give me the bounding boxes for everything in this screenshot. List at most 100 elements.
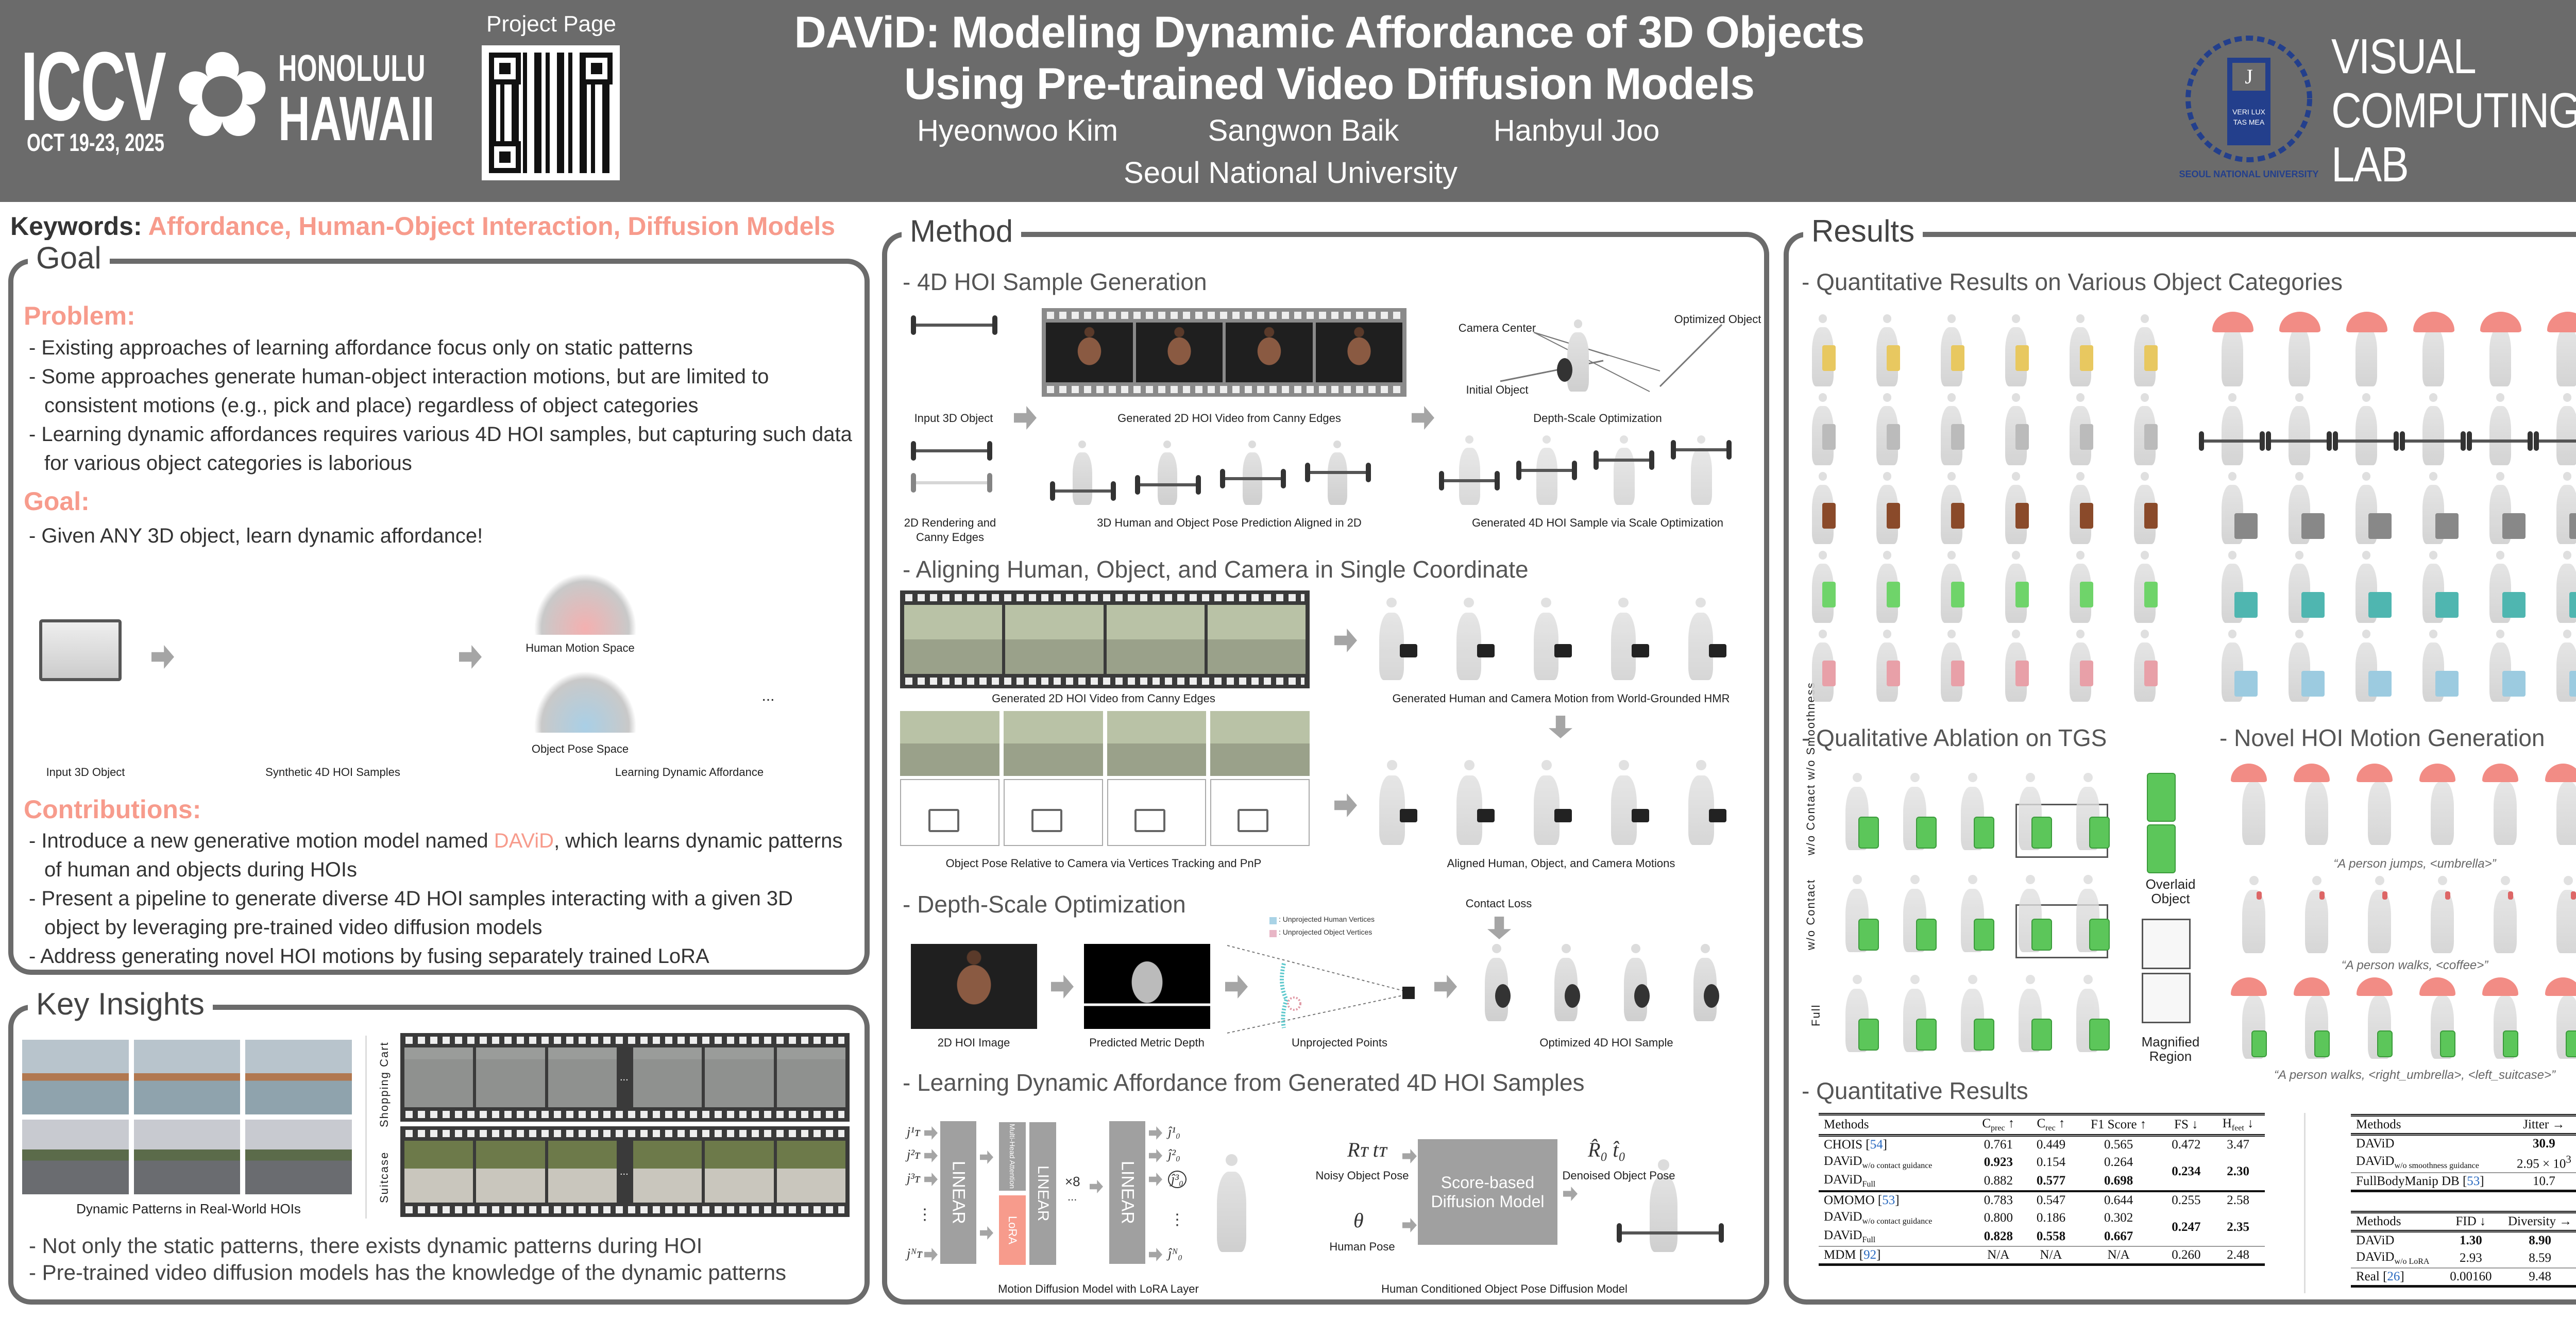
coffee-cup — [2257, 891, 2262, 900]
video-frame — [1005, 605, 1104, 674]
method-name: DAViDFull — [1824, 1173, 1876, 1189]
column-header: FID ↓ — [2455, 1214, 2486, 1228]
table-cell: 0.449 — [2036, 1138, 2066, 1152]
ablation-row-label: w/o Contact w/o Smoothness — [1804, 682, 1817, 855]
video-frame — [404, 1141, 473, 1203]
tracked-frames — [900, 711, 1310, 776]
object — [1822, 345, 1836, 371]
repeat-label: ×8 — [1065, 1174, 1080, 1189]
table-row: DAViDw/o contact guidance 0.923 0.154 0.264… — [1819, 1153, 2265, 1178]
object — [2015, 345, 2029, 371]
suitcase — [2089, 919, 2110, 951]
video-label: Generated 2D HOI Video from Canny Edges — [1117, 412, 1341, 425]
project-page-label: Project Page — [486, 11, 616, 37]
divider — [365, 1036, 367, 1219]
video-frame — [633, 1047, 702, 1107]
video-frame — [776, 1047, 845, 1107]
human-motion-space-plot — [534, 573, 637, 635]
object — [2368, 671, 2392, 697]
object — [2234, 592, 2258, 618]
table-cell: 2.30 — [2227, 1164, 2250, 1178]
project-page-qr-code[interactable] — [482, 45, 620, 180]
table-row: OMOMO [53] 0.783 0.547 0.644 0.255 2.58 — [1819, 1191, 2265, 1209]
table-row: DAViD 1.30 8.90 — [2351, 1231, 2576, 1249]
human-pose-label: Human Pose — [1329, 1240, 1395, 1253]
ablation-row-label: Full — [1809, 1004, 1822, 1026]
prompt-caption: “A person walks, <coffee>” — [2341, 958, 2488, 972]
umbrella — [2545, 764, 2576, 782]
aligned-video-filmstrip — [900, 590, 1310, 688]
object — [2502, 513, 2526, 539]
arrow-right-icon — [924, 1126, 938, 1140]
umbrella — [2480, 312, 2521, 332]
object — [1822, 661, 1836, 686]
keywords: Keywords: Affordance, Human-Object Inter… — [10, 211, 835, 241]
optimized-sample-label: Optimized 4D HOI Sample — [1539, 1036, 1673, 1049]
table-cell: 0.800 — [1984, 1211, 2013, 1225]
object — [2080, 582, 2093, 607]
svg-text:SEOUL NATIONAL UNIVERSITY: SEOUL NATIONAL UNIVERSITY — [2179, 169, 2318, 179]
video-frame — [633, 1141, 702, 1203]
coffee-cup — [2508, 891, 2513, 900]
object-pose-frames — [900, 779, 1310, 846]
svg-text:VERI LUX: VERI LUX — [2232, 108, 2265, 116]
table-cell: 3.47 — [2227, 1138, 2250, 1152]
arrow-down-icon — [1487, 917, 1511, 939]
object — [2569, 513, 2576, 539]
magnified-label: Magnified — [2141, 1034, 2200, 1050]
human-figure — [2494, 875, 2517, 953]
shopping-cart-filmstrip: ... — [400, 1033, 850, 1122]
object — [2015, 661, 2029, 686]
contributions-heading: Contributions: — [24, 795, 201, 824]
video-frame — [1207, 605, 1306, 674]
table-cell: 2.48 — [2227, 1248, 2250, 1262]
weight-plate — [1495, 984, 1511, 1008]
human-figure — [1650, 1159, 1677, 1252]
object — [2368, 592, 2392, 618]
panel-title: Goal — [28, 240, 110, 276]
suitcase — [1916, 1019, 1937, 1051]
table-cell: 0.882 — [1984, 1174, 2013, 1188]
table-group: FullBodyManip DB [53] 10.7 — [2351, 1173, 2576, 1191]
arrow-right-icon — [1149, 1248, 1162, 1261]
arrow-right-icon — [924, 1173, 938, 1186]
coffee-cup — [2319, 891, 2325, 900]
method-name: DAViDw/o smoothness guidance — [2356, 1154, 2479, 1170]
linear-label: LINEAR — [1035, 1165, 1052, 1222]
umbrella — [2231, 764, 2267, 782]
object — [2080, 424, 2093, 450]
output-joint-label: ĵ³₀ — [1168, 1171, 1187, 1188]
table-cell: 0.558 — [2036, 1229, 2066, 1243]
canny-edge-barbell-image — [911, 473, 992, 493]
barbell — [1439, 471, 1500, 491]
qr-finder — [489, 141, 521, 173]
initial-object-label: Initial Object — [1466, 383, 1529, 396]
method-name: Real [26] — [2356, 1270, 2404, 1283]
human-figure — [2355, 314, 2377, 386]
overlaid-suitcase — [2147, 824, 2176, 873]
video-frame — [476, 1141, 545, 1203]
list-item: - Pre-trained video diffusion models has… — [29, 1260, 787, 1284]
arrow-right-icon — [151, 645, 174, 669]
umbrella — [2212, 312, 2253, 332]
table-cell: 0.783 — [1984, 1193, 2013, 1207]
list-item: - Learning dynamic affordances requires … — [29, 423, 852, 475]
table-row: FullBodyManip DB [53] 10.7 — [2351, 1173, 2576, 1191]
shopping-cart — [1238, 809, 1268, 832]
divider — [2304, 1113, 2306, 1293]
author-name: Hanbyul Joo — [1493, 114, 1660, 147]
weight-plate — [1565, 984, 1580, 1008]
object — [2015, 582, 2029, 607]
object — [2015, 503, 2029, 529]
suitcase — [2503, 1030, 2518, 1057]
camera-icon — [1400, 809, 1417, 822]
overlaid-label: Overlaid — [2145, 876, 2196, 892]
qr-finder — [581, 53, 613, 84]
output-joint-label: ĵ²₀ — [1168, 1147, 1181, 1162]
table-cell: 2.58 — [2227, 1193, 2250, 1207]
umbrella — [2547, 312, 2576, 332]
table-row: Real [26] 0.00160 9.48 — [2351, 1268, 2576, 1287]
table-cell: 0.186 — [2036, 1211, 2066, 1225]
object — [2502, 592, 2526, 618]
umbrella — [2346, 312, 2387, 332]
